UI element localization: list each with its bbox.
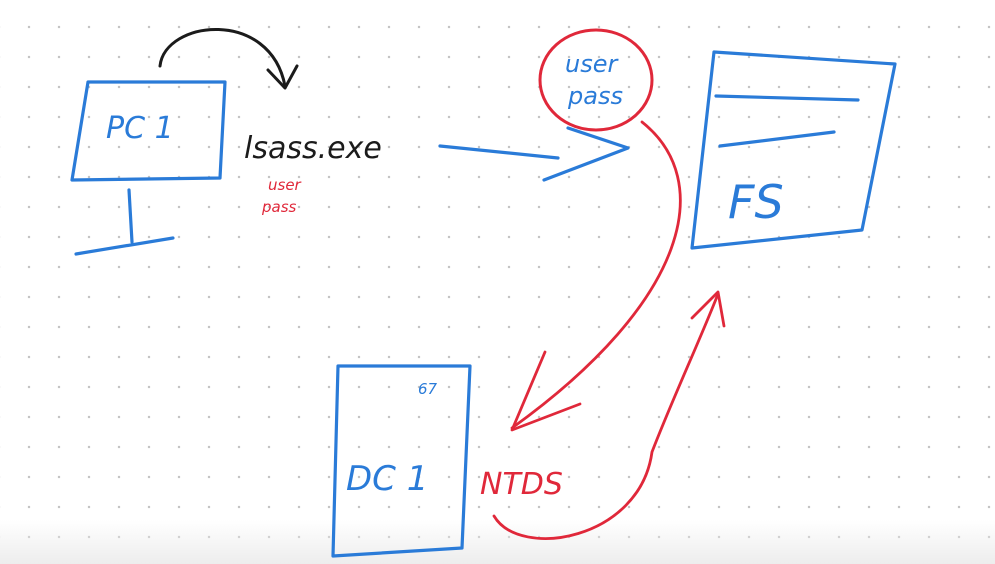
fileserver-box [690, 50, 897, 250]
circle-creds-user: user [565, 50, 619, 78]
fileserver-label: FS [728, 175, 784, 229]
process-creds-pass: pass [261, 198, 297, 216]
process-label: lsass.exe [244, 131, 382, 166]
pc-to-lsass-arrow [158, 28, 299, 90]
dc-outline [331, 364, 472, 558]
pc-label: PC 1 [106, 111, 174, 146]
dc-corner-label: 67 [418, 380, 438, 398]
process-creds-user: user [268, 176, 302, 194]
dc-label: DC 1 [346, 459, 428, 499]
pc-screen-outline [70, 80, 227, 182]
bottom-fade [0, 520, 995, 564]
fileserver-line-1 [714, 94, 860, 102]
pc-monitor [70, 80, 227, 256]
pc-stand [127, 188, 134, 244]
lsass-to-fs-arrow [438, 126, 630, 182]
creds-to-dc-arrow [510, 120, 682, 432]
database-label: NTDS [480, 467, 563, 502]
fileserver-outline [690, 50, 897, 250]
credentials-circle [538, 28, 654, 132]
fileserver-line-2 [718, 130, 836, 148]
ntds-fs-arrow [492, 290, 726, 540]
pc-base [74, 236, 175, 256]
circle-creds-pass: pass [567, 82, 623, 110]
